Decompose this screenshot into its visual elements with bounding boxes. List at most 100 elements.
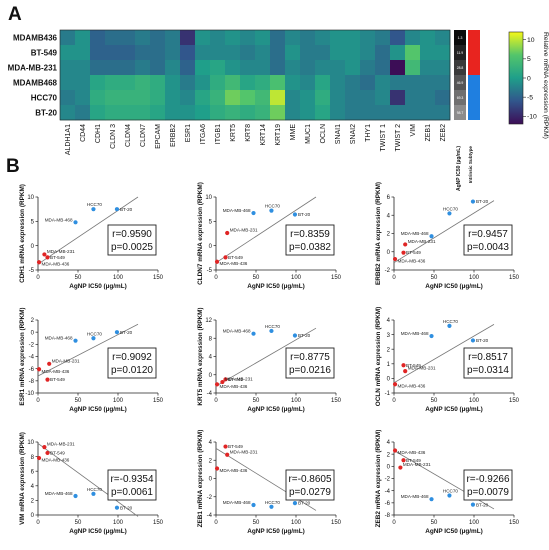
data-point [223, 377, 228, 382]
heatmap-cell [390, 90, 406, 106]
data-point [470, 338, 476, 343]
x-tick-label: 50 [75, 275, 82, 281]
heatmap-cell [180, 105, 196, 121]
heatmap-cell [225, 105, 241, 121]
y-tick-label: 10 [205, 195, 212, 201]
y-tick-label: -8 [385, 513, 391, 519]
heatmap-gene-label: TWIST 2 [395, 124, 402, 152]
heatmap-cell [375, 30, 391, 46]
x-tick-label: 50 [75, 520, 82, 526]
stat-r: r=-0.9354 [110, 474, 154, 485]
heatmap-row-label: BT-20 [35, 109, 57, 118]
heatmap-cell [330, 90, 346, 106]
heatmap-cell [375, 45, 391, 61]
x-tick-label: 0 [214, 275, 218, 281]
stat-r: r=0.8359 [290, 229, 330, 240]
point-label: MDA-MB-468 [401, 331, 429, 336]
point-label: MDA-MB-231 [408, 366, 436, 371]
heatmap-cell [345, 75, 361, 91]
point-label: HCC70 [443, 489, 459, 494]
y-tick-label: 12 [205, 318, 212, 324]
ic50-value: 98.7 [457, 111, 464, 115]
heatmap-cell [195, 60, 211, 76]
point-label: MDA-MB-231 [230, 449, 258, 454]
point-label: BT-20 [120, 505, 133, 510]
heatmap-cell [150, 60, 166, 76]
stats-box [463, 224, 513, 256]
y-axis-title: CDH1 mRNA expression (RPKM) [19, 184, 26, 283]
stats-box [107, 224, 157, 256]
heatmap-cell [285, 60, 301, 76]
data-point [73, 493, 78, 499]
x-axis-title: AgNP IC50 (µg/mL) [247, 406, 305, 413]
y-tick-label: 5 [31, 220, 35, 226]
heatmap-cell [90, 60, 106, 76]
point-label: MDA-MB-231 [225, 377, 253, 382]
heatmap-cell [405, 90, 421, 106]
heatmap-cell [420, 45, 436, 61]
subtype-mesenchymal [468, 30, 480, 75]
data-point [251, 210, 256, 216]
x-tick-label: 50 [253, 520, 260, 526]
heatmap-cell [255, 90, 271, 106]
heatmap-cell [150, 75, 166, 91]
data-point [36, 455, 42, 461]
heatmap-cell [405, 105, 421, 121]
data-point [114, 330, 120, 335]
stats-box [107, 469, 157, 501]
y-tick-label: 0 [31, 513, 35, 519]
point-label: MDA-MB-468 [401, 231, 429, 236]
scatter-panel: -4 -2 0 2 4 0 50 100 150 AgNP IC50 (µg/mL) ZEB1 mR… [197, 430, 342, 535]
data-point [403, 369, 408, 374]
data-point [47, 361, 52, 366]
y-tick-label: -4 [207, 513, 213, 519]
heatmap-cell [195, 90, 211, 106]
data-point [447, 493, 452, 498]
y-tick-label: 0 [387, 465, 391, 471]
x-tick-label: 100 [291, 520, 302, 526]
heatmap-cell [120, 45, 136, 61]
x-axis-title: AgNP IC50 (µg/mL) [69, 283, 127, 290]
panel-b-letter: B [6, 156, 20, 177]
heatmap-cell [345, 30, 361, 46]
y-tick-label: -10 [25, 391, 34, 397]
data-point [45, 255, 50, 260]
stat-r: r=0.9092 [112, 352, 152, 363]
y-tick-label: 2 [209, 458, 213, 464]
stats-box [285, 469, 335, 501]
heatmap-cell [195, 45, 211, 61]
y-tick-label: 4 [387, 213, 391, 219]
heatmap-cell [390, 60, 406, 76]
y-tick-label: 2 [31, 499, 35, 505]
data-point [91, 207, 96, 212]
heatmap-cell [435, 90, 451, 106]
heatmap-row-label: MDAMB468 [13, 79, 58, 88]
point-label: MDA-MB-468 [223, 500, 251, 505]
data-point [42, 252, 47, 257]
heatmap-gene-label: ESR1 [185, 124, 192, 142]
y-tick-label: 4 [387, 440, 391, 446]
data-point [470, 502, 476, 507]
heatmap-cell [300, 75, 316, 91]
heatmap-cell [285, 45, 301, 61]
heatmap-cell [345, 90, 361, 106]
heatmap-gene-label: ERBB2 [170, 124, 177, 147]
heatmap-cell [75, 105, 91, 121]
x-tick-label: 50 [431, 398, 438, 404]
heatmap-cell [195, 105, 211, 121]
heatmap-cell [270, 45, 286, 61]
heatmap-gene-labels: ALDH1A1 CD44 CDH1 CLDN 3 CLDN4 CLDN7 EPCAM ERBB… [65, 124, 447, 155]
ic50-value: 11.9 [457, 51, 463, 55]
regression-line [393, 324, 495, 384]
stats-box [285, 347, 335, 379]
heatmap-cell [420, 105, 436, 121]
x-tick-label: 150 [153, 275, 164, 281]
colorbar [508, 31, 524, 125]
ic50-cell [454, 60, 466, 75]
heatmap-cell [240, 75, 256, 91]
data-point [114, 207, 120, 212]
colorbar-tick-label: 5 [527, 56, 531, 63]
y-tick-label: 4 [387, 318, 391, 324]
heatmap-row-label: HCC70 [31, 94, 58, 103]
ic50-cell [454, 45, 466, 60]
